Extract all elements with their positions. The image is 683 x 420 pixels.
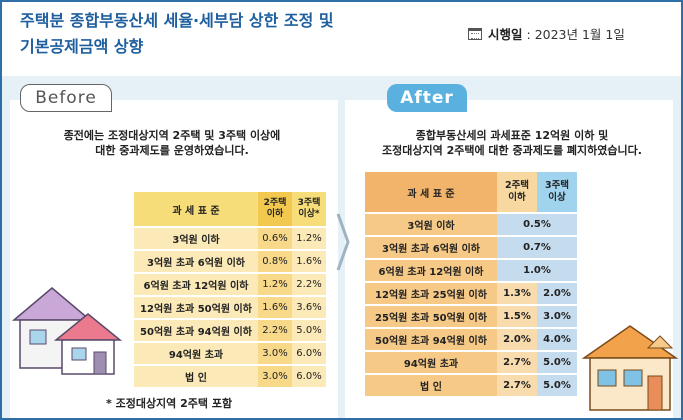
before-desc-line-2: 대한 중과제도를 운영하였습니다. — [95, 144, 249, 157]
table-cell: 5.0% — [537, 375, 577, 396]
table-cell: 12억원 초과 25억원 이하 — [365, 283, 497, 304]
table-row: 50억원 초과 94억원 이하 2.2% 5.0% — [134, 320, 326, 341]
table-cell: 50억원 초과 94억원 이하 — [365, 329, 497, 350]
table-header-row: 과 세 표 준 2주택 이하 3주택 이상* — [134, 192, 326, 226]
table-cell: 12억원 초과 50억원 이하 — [134, 297, 258, 318]
table-row: 25억원 초과 50억원 이하 1.5% 3.0% — [365, 306, 577, 327]
table-header: 과 세 표 준 — [365, 172, 497, 212]
table-header: 2주택 이하 — [497, 172, 537, 212]
table-cell: 94억원 초과 — [134, 343, 258, 364]
table-cell: 2.0% — [497, 329, 537, 350]
calendar-icon — [468, 28, 482, 40]
table-cell: 0.7% — [497, 237, 577, 258]
effective-label: 시행일 — [488, 27, 523, 42]
table-cell: 1.0% — [497, 260, 577, 281]
table-cell: 1.6% — [258, 297, 292, 318]
page-title: 주택분 종합부동산세 세율·세부담 상한 조정 및 기본공제금액 상향 — [20, 8, 430, 60]
footnote: * 조정대상지역 2주택 포함 — [106, 397, 233, 410]
table-cell: 3억원 초과 6억원 이하 — [365, 237, 497, 258]
table-row: 3억원 초과 6억원 이하 0.8% 1.6% — [134, 251, 326, 272]
table-cell: 3.0% — [258, 366, 292, 387]
before-description: 종전에는 조정대상지역 2주택 및 3주택 이상에 대한 중과제도를 운영하였습… — [22, 128, 322, 158]
table-cell: 1.5% — [497, 306, 537, 327]
table-cell: 3억원 초과 6억원 이하 — [134, 251, 258, 272]
table-header: 2주택 이하 — [258, 192, 292, 226]
table-cell: 0.6% — [258, 228, 292, 249]
effective-date: 시행일 : 2023년 1월 1일 — [468, 24, 625, 43]
table-header: 과 세 표 준 — [134, 192, 258, 226]
table-cell: 1.6% — [292, 251, 326, 272]
table-cell: 3.0% — [258, 343, 292, 364]
table-cell: 25억원 초과 50억원 이하 — [365, 306, 497, 327]
table-header: 3주택 이상 — [537, 172, 577, 212]
table-cell: 6.0% — [292, 343, 326, 364]
house-illustration-after — [581, 325, 679, 411]
table-cell: 3.6% — [292, 297, 326, 318]
chevron-right-icon — [336, 213, 350, 271]
table-row: 12억원 초과 25억원 이하 1.3% 2.0% — [365, 283, 577, 304]
table-cell: 4.0% — [537, 329, 577, 350]
table-cell: 2.7% — [497, 352, 537, 373]
table-cell: 0.8% — [258, 251, 292, 272]
table-cell: 2.7% — [497, 375, 537, 396]
title-line-2: 기본공제금액 상향 — [20, 37, 144, 56]
table-cell: 3억원 이하 — [365, 214, 497, 235]
before-desc-line-1: 종전에는 조정대상지역 2주택 및 3주택 이상에 — [63, 129, 281, 142]
house-illustration-before — [11, 287, 123, 375]
table-row: 3억원 이하 0.5% — [365, 214, 577, 235]
before-tab: Before — [20, 84, 112, 112]
table-cell: 3억원 이하 — [134, 228, 258, 249]
table-row: 6억원 초과 12억원 이하 1.2% 2.2% — [134, 274, 326, 295]
table-row: 6억원 초과 12억원 이하 1.0% — [365, 260, 577, 281]
table-cell: 1.3% — [497, 283, 537, 304]
table-cell: 1.2% — [258, 274, 292, 295]
header: 주택분 종합부동산세 세율·세부담 상한 조정 및 기본공제금액 상향 시행일 … — [2, 2, 681, 82]
table-row: 법 인 3.0% 6.0% — [134, 366, 326, 387]
table-row: 3억원 이하 0.6% 1.2% — [134, 228, 326, 249]
table-header-row: 과 세 표 준 2주택 이하 3주택 이상 — [365, 172, 577, 212]
effective-separator: : — [522, 27, 535, 42]
table-row: 3억원 초과 6억원 이하 0.7% — [365, 237, 577, 258]
table-cell: 94억원 초과 — [365, 352, 497, 373]
table-cell: 2.0% — [537, 283, 577, 304]
after-desc-line-1: 종합부동산세의 과세표준 12억원 이하 및 — [415, 129, 609, 142]
after-tab: After — [387, 84, 467, 112]
table-row: 12억원 초과 50억원 이하 1.6% 3.6% — [134, 297, 326, 318]
table-cell: 2.2% — [258, 320, 292, 341]
table-cell: 법 인 — [365, 375, 497, 396]
table-row: 94억원 초과 3.0% 6.0% — [134, 343, 326, 364]
effective-date-value: 2023년 1월 1일 — [534, 27, 625, 42]
table-cell: 2.2% — [292, 274, 326, 295]
table-cell: 5.0% — [537, 352, 577, 373]
table-cell: 50억원 초과 94억원 이하 — [134, 320, 258, 341]
table-cell: 1.2% — [292, 228, 326, 249]
table-cell: 법 인 — [134, 366, 258, 387]
before-rate-table: 과 세 표 준 2주택 이하 3주택 이상* 3억원 이하 0.6% 1.2% … — [134, 190, 326, 389]
table-cell: 6억원 초과 12억원 이하 — [365, 260, 497, 281]
after-desc-line-2: 조정대상지역 2주택에 대한 중과제도를 폐지하였습니다. — [382, 144, 642, 157]
table-cell: 3.0% — [537, 306, 577, 327]
table-row: 법 인 2.7% 5.0% — [365, 375, 577, 396]
table-cell: 6.0% — [292, 366, 326, 387]
table-cell: 5.0% — [292, 320, 326, 341]
table-header: 3주택 이상* — [292, 192, 326, 226]
table-cell: 6억원 초과 12억원 이하 — [134, 274, 258, 295]
table-cell: 0.5% — [497, 214, 577, 235]
after-rate-table: 과 세 표 준 2주택 이하 3주택 이상 3억원 이하 0.5% 3억원 초과… — [365, 170, 577, 398]
title-line-1: 주택분 종합부동산세 세율·세부담 상한 조정 및 — [20, 11, 334, 30]
after-description: 종합부동산세의 과세표준 12억원 이하 및 조정대상지역 2주택에 대한 중과… — [347, 128, 677, 158]
table-row: 94억원 초과 2.7% 5.0% — [365, 352, 577, 373]
table-row: 50억원 초과 94억원 이하 2.0% 4.0% — [365, 329, 577, 350]
